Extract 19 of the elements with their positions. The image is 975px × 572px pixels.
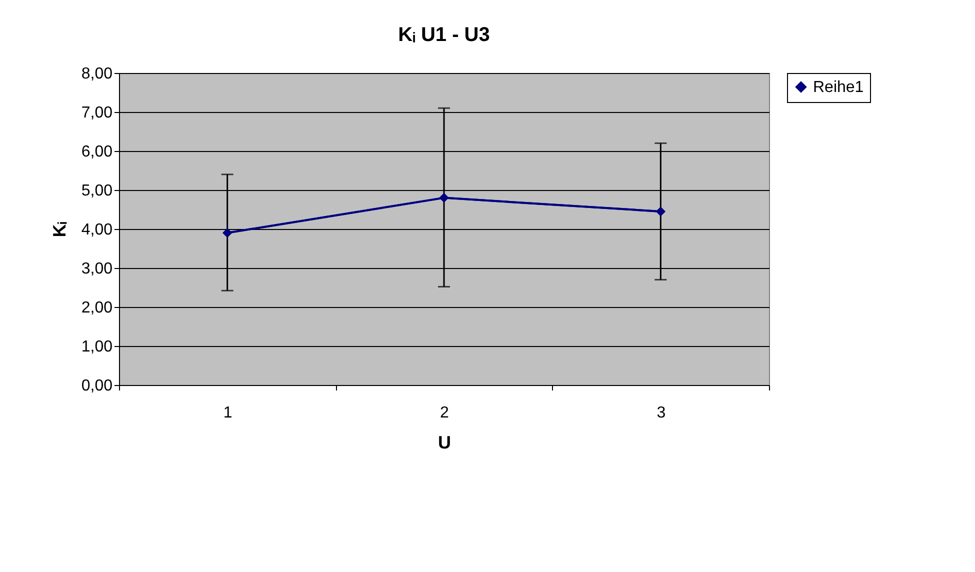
y-tick-label: 5,00: [81, 182, 113, 200]
x-tick-label: 2: [440, 404, 450, 422]
point: [222, 228, 232, 238]
y-tick-label: 6,00: [81, 144, 113, 160]
point: [656, 206, 666, 216]
y-axis-title: Kᵢ: [49, 221, 70, 238]
y-tick-label: 0,00: [81, 378, 113, 394]
x-axis-title: U: [438, 432, 451, 452]
chart-title: Kᵢ U1 - U3: [398, 24, 490, 46]
x-tick-label: 3: [656, 404, 666, 422]
y-tick-label: 2,00: [81, 300, 113, 316]
y-tick-label: 1,00: [81, 338, 113, 356]
y-tick-label: 8,00: [81, 66, 113, 82]
point: [439, 193, 449, 203]
x-tick-label: 1: [223, 404, 232, 422]
legend-label: Reihe1: [813, 79, 864, 96]
y-tick-label: 7,00: [81, 104, 113, 122]
y-tick-label: 3,00: [81, 260, 113, 278]
y-tick-label: 4,00: [81, 222, 113, 238]
